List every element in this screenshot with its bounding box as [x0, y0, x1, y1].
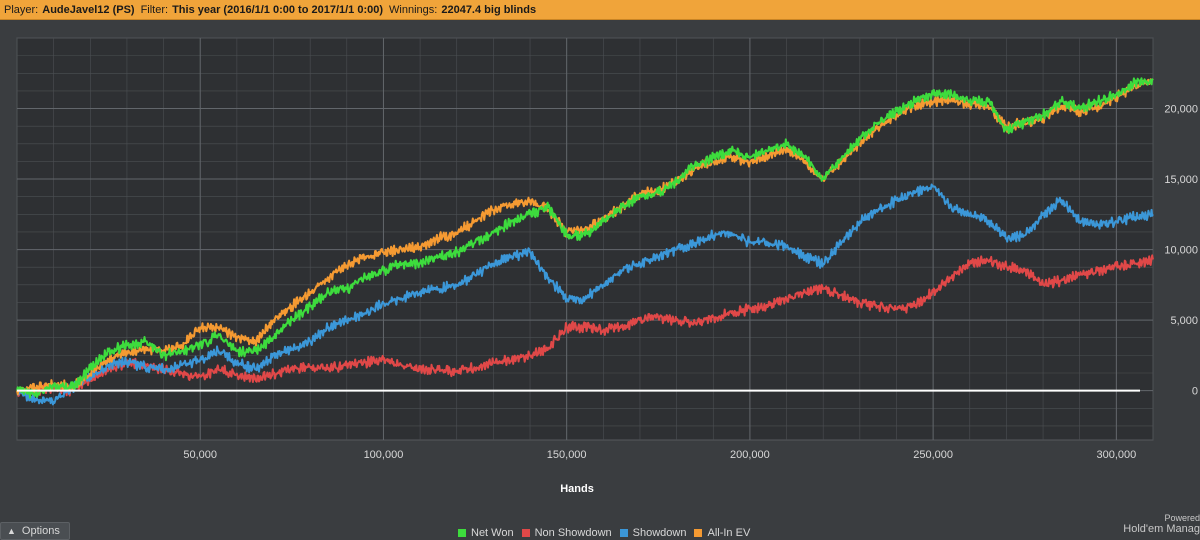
series-line-all-in-ev: [16, 78, 1154, 396]
y-tick-label: 15,000: [1164, 174, 1198, 186]
powered-by: Powered Hold'em Manag: [1123, 513, 1200, 536]
legend-label-non-showdown: Non Showdown: [534, 527, 612, 539]
legend-item-non-showdown[interactable]: Non Showdown: [521, 527, 612, 539]
filter-value[interactable]: This year (2016/1/1 0:00 to 2017/1/1 0:0…: [172, 3, 384, 16]
y-axis-ticks: 0 5,000 10,000 15,000 20,000: [1164, 104, 1198, 398]
player-value[interactable]: AudeJavel12 (PS): [42, 3, 135, 16]
legend-swatch-showdown: [619, 529, 628, 537]
legend-item-net-won[interactable]: Net Won: [458, 527, 514, 539]
legend-item-all-in-ev[interactable]: All-In EV: [694, 527, 750, 539]
x-tick-label: 50,000: [183, 449, 217, 461]
winnings-value: 22047.4 big blinds: [441, 3, 537, 16]
x-tick-label: 150,000: [547, 449, 587, 461]
series-line-non-showdown: [16, 254, 1154, 398]
powered-line-1: Powered: [1164, 513, 1200, 523]
y-tick-label: 5,000: [1170, 315, 1198, 327]
legend-swatch-non-showdown: [521, 529, 530, 537]
legend: Net Won Non Showdown Showdown All-In EV: [458, 526, 758, 540]
legend-swatch-net-won: [458, 529, 466, 537]
filter-label: Filter:: [140, 3, 169, 16]
x-tick-label: 250,000: [913, 449, 953, 461]
series-line-showdown: [16, 183, 1154, 406]
header-bar: Player: AudeJavel12 (PS) Filter: This ye…: [0, 0, 1200, 20]
x-axis-title: Hands: [560, 483, 594, 495]
x-axis-ticks: 50,000 100,000 150,000 200,000 250,000 300,00…: [183, 449, 1136, 461]
y-tick-label: 20,000: [1164, 104, 1198, 116]
legend-label-showdown: Showdown: [632, 527, 687, 539]
options-label: Options: [21, 525, 60, 537]
y-tick-label: 0: [1192, 386, 1198, 398]
series-line-net-won: [16, 77, 1154, 399]
series-lines: [16, 77, 1154, 406]
powered-line-2: Hold'em Manag: [1123, 523, 1200, 535]
legend-swatch-all-in-ev: [694, 529, 703, 537]
legend-label-all-in-ev: All-In EV: [707, 527, 751, 539]
x-tick-label: 200,000: [730, 449, 770, 461]
x-tick-label: 100,000: [364, 449, 404, 461]
graph-chart: 50,000 100,000 150,000 200,000 250,000 300,00…: [16, 37, 1198, 495]
options-button[interactable]: ▲ Options: [0, 522, 70, 540]
legend-item-showdown[interactable]: Showdown: [619, 527, 687, 539]
x-tick-label: 300,000: [1096, 449, 1136, 461]
y-tick-label: 10,000: [1164, 245, 1198, 257]
player-label: Player:: [4, 3, 39, 16]
chevron-up-icon: ▲: [7, 526, 16, 536]
winnings-label: Winnings:: [389, 3, 438, 16]
legend-label-net-won: Net Won: [471, 527, 514, 539]
